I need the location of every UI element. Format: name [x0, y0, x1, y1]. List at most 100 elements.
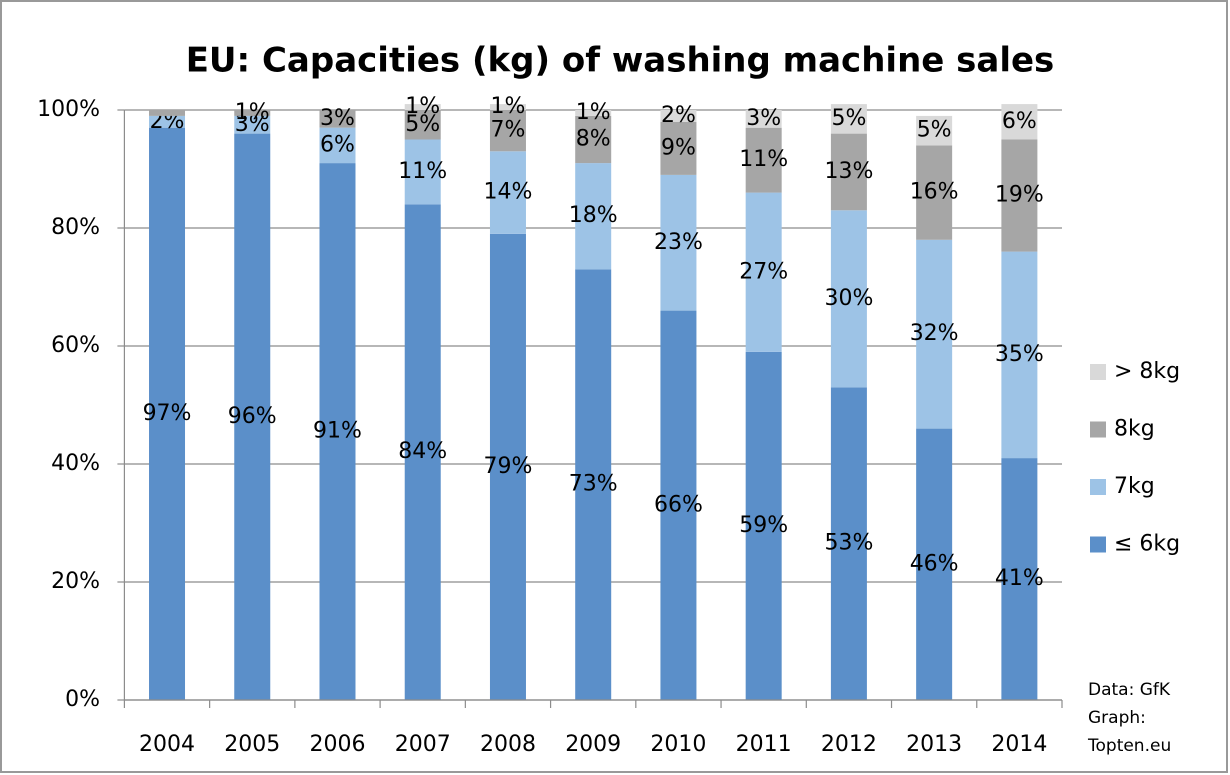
y-tick-label: 40% — [51, 451, 100, 476]
bar-segment — [830, 104, 867, 134]
legend-swatch — [1090, 364, 1106, 380]
y-tick-label: 60% — [51, 333, 100, 358]
data-label: 18% — [569, 203, 618, 228]
bar-segment — [489, 104, 526, 110]
bar-segment — [149, 115, 186, 128]
bar-segment — [489, 151, 526, 234]
bar-segment — [1001, 458, 1038, 700]
bar-segment — [916, 239, 953, 429]
bar-segment — [1001, 251, 1038, 459]
data-label: 41% — [995, 566, 1044, 591]
data-label: 35% — [995, 342, 1044, 367]
bar-segment — [234, 110, 271, 116]
bar-segment — [660, 121, 697, 175]
legend-label: 7kg — [1114, 474, 1155, 499]
data-label: 5% — [917, 118, 952, 143]
data-label: 32% — [910, 321, 959, 346]
bar-segment — [404, 139, 441, 205]
x-tick-label: 2014 — [991, 732, 1047, 757]
bar-segment — [319, 127, 356, 164]
data-label: 27% — [739, 259, 788, 284]
bar-segment — [575, 110, 612, 116]
data-label: 16% — [910, 180, 959, 205]
data-label: 6% — [320, 132, 355, 157]
bar-segment — [660, 174, 697, 311]
bar-segment — [575, 269, 612, 700]
bar-segment — [745, 351, 782, 700]
data-label: 13% — [824, 159, 873, 184]
data-label: 46% — [910, 551, 959, 576]
bar-segment — [234, 133, 271, 701]
bar-segment — [1001, 139, 1038, 252]
bar-segment — [745, 127, 782, 193]
data-label: 1% — [491, 94, 526, 119]
data-label: 14% — [484, 180, 533, 205]
bar-segment — [234, 115, 271, 134]
bar-segment — [404, 110, 441, 140]
legend-swatch — [1090, 536, 1106, 553]
data-label: 9% — [661, 135, 696, 160]
bar-segment — [149, 110, 186, 116]
data-label: 97% — [143, 401, 192, 426]
legend-swatch — [1090, 479, 1106, 495]
x-tick-label: 2008 — [480, 732, 536, 757]
bar-segment — [319, 163, 356, 701]
bar-segment — [745, 192, 782, 352]
data-label: 2% — [661, 103, 696, 128]
data-label: 53% — [824, 531, 873, 556]
data-label: 96% — [228, 404, 277, 429]
bar-segment — [319, 110, 356, 128]
bar-segment — [575, 115, 612, 164]
legend-label: 8kg — [1114, 417, 1155, 442]
data-label: 1% — [576, 100, 611, 125]
y-tick-label: 80% — [51, 215, 100, 240]
bar-segment — [660, 110, 697, 122]
chart-title: EU: Capacities (kg) of washing machine s… — [186, 41, 1055, 81]
legend-label: ≤ 6kg — [1114, 532, 1180, 557]
source-note: Graph: — [1088, 708, 1146, 728]
data-label: 73% — [569, 472, 618, 497]
data-label: 3% — [235, 112, 270, 137]
source-note: Data: GfK — [1088, 680, 1171, 700]
source-note: Topten.eu — [1087, 736, 1171, 756]
x-tick-label: 2012 — [821, 732, 877, 757]
bar-segment — [149, 127, 186, 700]
x-tick-label: 2007 — [395, 732, 451, 757]
bar-segment — [489, 233, 526, 700]
legend-swatch — [1090, 421, 1106, 438]
bar-segment — [1001, 104, 1038, 140]
data-label: 5% — [831, 106, 866, 131]
x-tick-label: 2009 — [565, 732, 621, 757]
data-label: 66% — [654, 492, 703, 517]
bar-segment — [830, 133, 867, 211]
bar-segment — [916, 428, 953, 700]
data-label: 3% — [746, 106, 781, 131]
legend-label: > 8kg — [1114, 359, 1180, 384]
data-label: 7% — [491, 118, 526, 143]
data-label: 23% — [654, 230, 703, 255]
bar-segment — [660, 310, 697, 700]
bar-segment — [575, 163, 612, 270]
data-label: 5% — [405, 112, 440, 137]
data-label: 3% — [320, 106, 355, 131]
x-tick-label: 2006 — [309, 732, 365, 757]
y-tick-label: 0% — [65, 687, 100, 712]
x-tick-label: 2011 — [736, 732, 792, 757]
y-tick-label: 20% — [51, 569, 100, 594]
bar-segment — [916, 115, 953, 146]
x-tick-label: 2004 — [139, 732, 195, 757]
bar-segment — [916, 145, 953, 240]
data-label: 11% — [739, 147, 788, 172]
bar-segment — [830, 210, 867, 388]
data-label: 8% — [576, 127, 611, 152]
data-label: 19% — [995, 183, 1044, 208]
data-label: 79% — [484, 454, 533, 479]
bar-segment — [489, 110, 526, 152]
data-label: 1% — [405, 94, 440, 119]
data-label: 59% — [739, 513, 788, 538]
bar-segment — [404, 104, 441, 110]
data-label: 84% — [398, 439, 447, 464]
x-tick-label: 2010 — [650, 732, 706, 757]
data-label: 1% — [235, 100, 270, 125]
